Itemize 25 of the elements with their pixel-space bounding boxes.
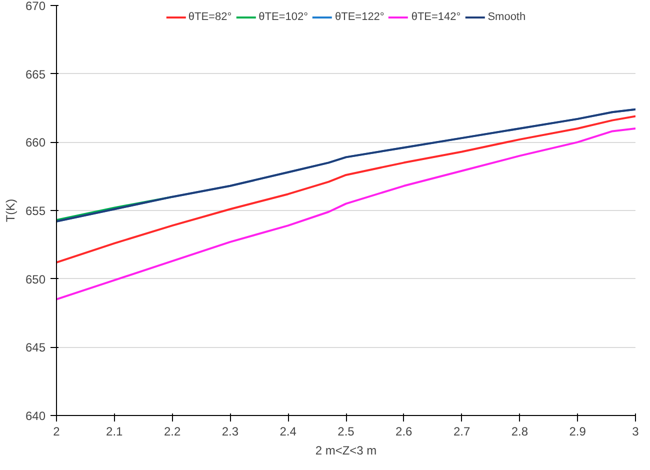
x-tick-label: 2 [53, 424, 60, 438]
y-tick-label: 655 [25, 204, 46, 218]
y-tick-label: 650 [25, 272, 46, 286]
y-tick-label: 645 [25, 340, 46, 355]
legend-label: Smooth [488, 11, 526, 23]
legend-label: θTE=142° [411, 11, 461, 23]
x-tick-label: 2.6 [396, 424, 413, 438]
y-tick-label: 670 [25, 0, 46, 13]
y-tick-label: 640 [25, 409, 46, 423]
x-tick-label: 2.3 [222, 424, 239, 438]
x-tick-label: 2.5 [338, 424, 355, 438]
y-axis-title: T(K) [3, 198, 18, 222]
y-tick-label: 665 [25, 67, 46, 82]
x-tick-label: 2.7 [453, 424, 470, 438]
x-axis-title: 2 m<Z<3 m [315, 444, 377, 458]
x-tick-label: 2.8 [511, 424, 528, 438]
x-tick-label: 2.2 [164, 424, 181, 438]
legend-label: θTE=82° [188, 11, 232, 23]
y-tick-label: 660 [25, 136, 46, 150]
x-tick-label: 2.4 [280, 424, 297, 438]
legend-label: θTE=102° [258, 11, 308, 23]
x-tick-label: 2.9 [569, 424, 586, 438]
x-tick-label: 3 [632, 424, 640, 438]
legend-label: θTE=122° [334, 11, 384, 23]
x-tick-label: 2.1 [106, 424, 124, 438]
